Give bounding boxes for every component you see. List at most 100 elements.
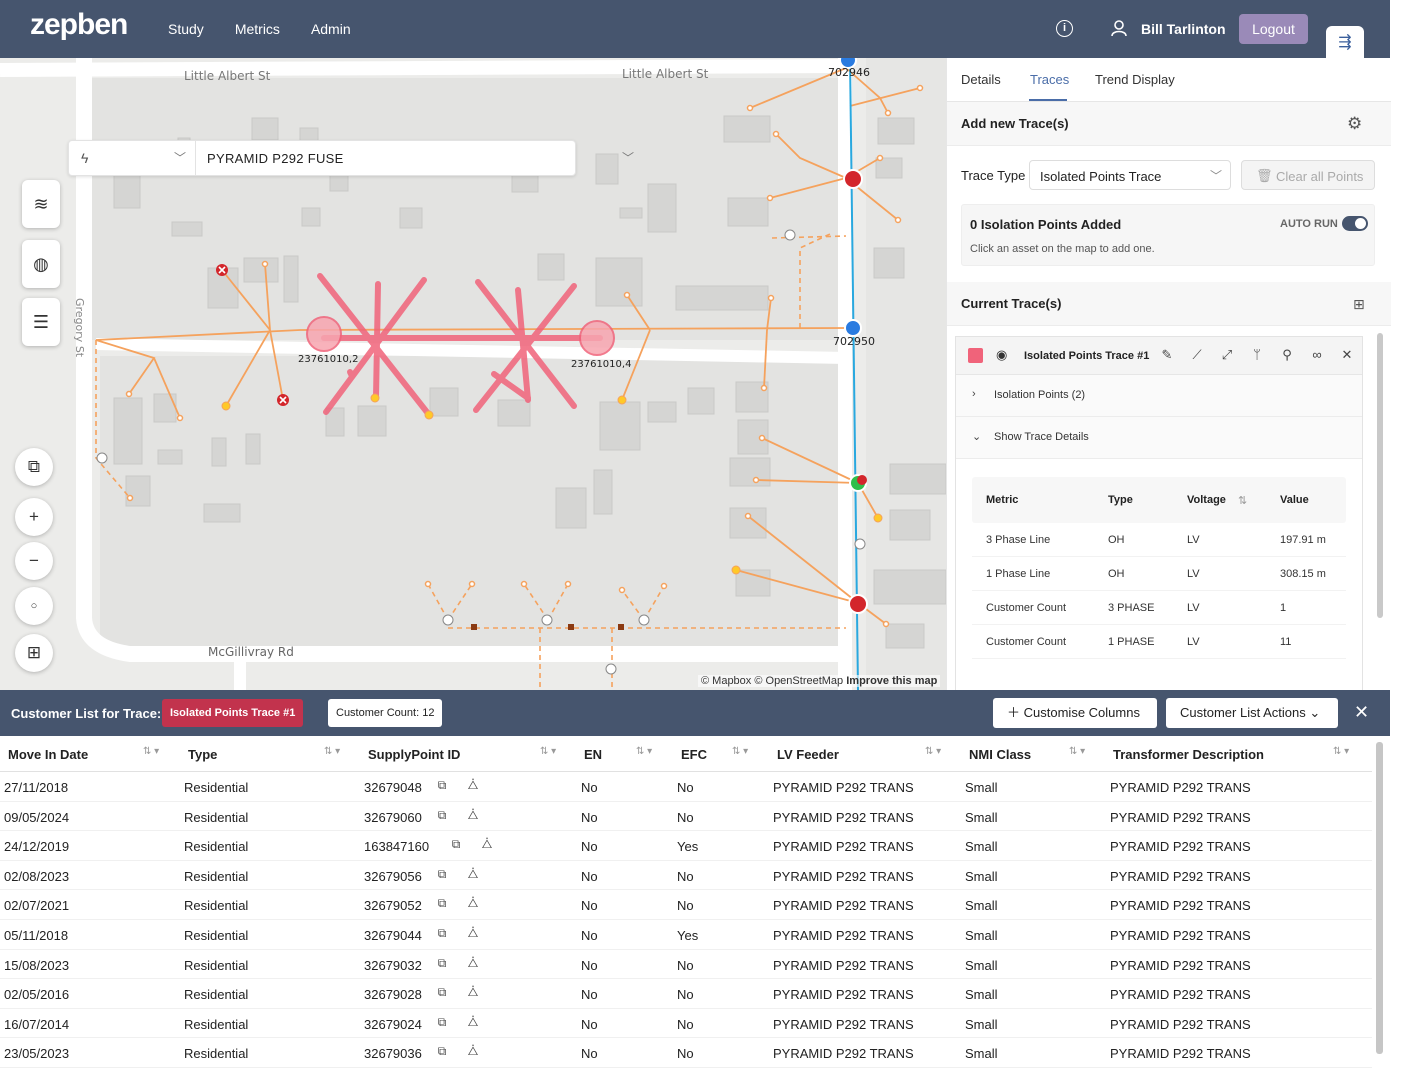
tab-details[interactable]: Details [961, 72, 1001, 87]
network-icon[interactable]: ⧊ [467, 778, 479, 792]
col-transformer-description[interactable]: Transformer Description [1113, 747, 1264, 762]
feeder-search-value[interactable]: PYRAMID P292 FUSE [207, 151, 344, 166]
panel-scrollbar[interactable] [1377, 333, 1383, 618]
palette-button[interactable]: ◍ [22, 240, 60, 288]
col-en[interactable]: EN [584, 747, 603, 762]
network-icon[interactable]: ⧊ [467, 1014, 479, 1029]
eye-icon[interactable]: ◉ [996, 347, 1008, 362]
tab-trend-display[interactable]: Trend Display [1095, 72, 1175, 87]
open-external-icon[interactable]: ⧉ [437, 896, 447, 911]
sort-icon[interactable]: ⇅ ▾ [143, 746, 160, 757]
table-row[interactable]: 23/05/2023 Residential 32679036 No No PYRAMID… [0, 1038, 1372, 1068]
open-external-icon[interactable]: ⧉ [437, 866, 447, 881]
table-row[interactable]: 02/05/2016 Residential 32679028 No No PYRAMID… [0, 979, 1372, 1009]
trace-type-select[interactable]: Isolated Points Trace ﹀ [1029, 160, 1231, 190]
col-type[interactable]: Type [188, 747, 218, 762]
logout-button[interactable]: Logout [1239, 14, 1308, 44]
tab-traces[interactable]: Traces [1030, 72, 1070, 87]
metrics-header-voltage[interactable]: Voltage [1187, 494, 1226, 506]
network-icon[interactable]: ⧊ [467, 866, 479, 881]
col-supplypoint-id[interactable]: SupplyPoint ID [368, 747, 461, 762]
col-nmi-class[interactable]: NMI Class [969, 747, 1032, 762]
open-external-icon[interactable]: ⧉ [437, 1044, 447, 1059]
layers-button[interactable]: ≋ [22, 180, 60, 228]
table-row[interactable]: 09/05/2024 Residential 32679060 No No PYRAMID… [0, 802, 1372, 832]
customer-list-actions-button[interactable]: Customer List Actions ⌄ [1166, 698, 1338, 728]
metrics-header-metric[interactable]: Metric [986, 494, 1019, 506]
user-search-icon[interactable]: ⚲ [1282, 347, 1292, 362]
info-icon[interactable]: i [1056, 20, 1073, 37]
col-efc[interactable]: EFC [681, 747, 707, 762]
close-icon[interactable]: ✕ [1354, 702, 1370, 722]
chevron-down-icon[interactable]: ﹀ [174, 151, 187, 165]
table-row[interactable]: 16/07/2014 Residential 32679024 No No PYRAMID… [0, 1009, 1372, 1039]
map-view[interactable]: Little Albert St Little Albert St McGill… [0, 58, 946, 690]
improve-map-link[interactable]: Improve this map [846, 675, 938, 687]
gear-icon[interactable]: ⚙ [1347, 114, 1363, 133]
nav-admin[interactable]: Admin [310, 21, 351, 37]
attribution-text[interactable]: © Mapbox © OpenStreetMap [701, 675, 844, 687]
isolation-points-accordion[interactable]: › Isolation Points (2) [956, 375, 1362, 417]
close-icon[interactable]: ✕ [1341, 347, 1353, 362]
open-external-icon[interactable]: ⧉ [451, 837, 461, 852]
network-icon[interactable]: ⧊ [467, 807, 479, 822]
network-icon[interactable]: ⧊ [467, 955, 479, 970]
open-external-icon[interactable]: ⧉ [437, 1014, 447, 1029]
edit-icon[interactable]: ✎ [1161, 347, 1173, 362]
nav-study[interactable]: Study [168, 21, 204, 37]
branch-icon[interactable]: ᛘ [1253, 347, 1261, 362]
trace-card: ◉ Isolated Points Trace #1 ✎ ⟋ ⤢ ᛘ ⚲ ∞ ✕… [955, 336, 1363, 690]
panel-toggle-icon[interactable]: ⇶ [1326, 26, 1364, 60]
map-canvas[interactable]: Little Albert St Little Albert St McGill… [0, 58, 946, 690]
open-external-icon[interactable]: ⧉ [437, 955, 447, 970]
table-row[interactable]: 24/12/2019 Residential 163847160 No Yes PYRAM… [0, 831, 1372, 861]
basket-icon[interactable]: ⊞ [1353, 296, 1365, 312]
sort-icon[interactable]: ⇅ ▾ [636, 746, 653, 757]
sort-icon[interactable]: ⇅ ▾ [1069, 746, 1086, 757]
bolt-icon[interactable]: ϟ [81, 150, 89, 166]
trace-color-swatch[interactable] [968, 348, 983, 363]
open-external-icon[interactable]: ⧉ [437, 985, 447, 1000]
network-icon[interactable]: ⧊ [481, 837, 493, 852]
table-row[interactable]: 05/11/2018 Residential 32679044 No Yes PYRAMI… [0, 920, 1372, 950]
network-icon[interactable]: ⧊ [467, 926, 479, 940]
table-row[interactable]: 27/11/2018 Residential 32679048 No No PYRAMID… [0, 772, 1372, 802]
trace-details-accordion[interactable]: ⌄ Show Trace Details [956, 417, 1362, 459]
network-icon[interactable]: ⧊ [467, 896, 479, 911]
clear-all-points-button[interactable]: 🗑 Clear all Points [1241, 160, 1375, 190]
feeder-search-box[interactable]: ϟ ﹀ PYRAMID P292 FUSE ﹀ [68, 140, 634, 176]
customise-columns-button[interactable]: ＋ Customise Columns [993, 698, 1157, 728]
col-lv-feeder[interactable]: LV Feeder [777, 747, 839, 762]
table-row[interactable]: 15/08/2023 Residential 32679032 No No PYRAMID… [0, 950, 1372, 980]
checklist-button[interactable]: ☰ [22, 298, 60, 346]
reset-view-button[interactable]: ○ [15, 587, 53, 625]
sort-icon[interactable]: ⇅ ▾ [540, 746, 557, 757]
open-external-icon[interactable]: ⧉ [437, 807, 447, 822]
table-scrollbar[interactable] [1376, 742, 1383, 1054]
sort-icon[interactable]: ⇅ ▾ [324, 746, 341, 757]
sort-icon[interactable]: ⇅ [1238, 495, 1248, 507]
metrics-header-type[interactable]: Type [1108, 494, 1133, 506]
metrics-header-value[interactable]: Value [1280, 494, 1309, 506]
link-icon[interactable]: ∞ [1312, 347, 1322, 362]
sort-icon[interactable]: ⇅ ▾ [1333, 746, 1350, 757]
basket-button[interactable]: ⊞ [15, 634, 53, 672]
chevron-down-icon[interactable]: ﹀ [622, 151, 635, 165]
network-icon[interactable]: ⧊ [467, 985, 479, 1000]
zoom-in-button[interactable]: + [15, 498, 53, 536]
network-icon[interactable]: ⧊ [467, 1044, 479, 1059]
open-external-icon[interactable]: ⧉ [437, 926, 447, 940]
sort-icon[interactable]: ⇅ ▾ [732, 746, 749, 757]
nav-metrics[interactable]: Metrics [234, 21, 280, 37]
zepben-logo[interactable]: zepben [30, 8, 128, 41]
network-view-button[interactable]: ⧉ [15, 448, 53, 486]
table-row[interactable]: 02/08/2023 Residential 32679056 No No PYRAMID… [0, 861, 1372, 891]
table-row[interactable]: 02/07/2021 Residential 32679052 No No PYRAMID… [0, 890, 1372, 920]
chart-icon[interactable]: ⟋ [1192, 347, 1202, 362]
col-move-in-date[interactable]: Move In Date [8, 747, 89, 762]
zoom-to-icon[interactable]: ⤢ [1221, 347, 1233, 362]
zoom-out-button[interactable]: − [15, 542, 53, 580]
sort-icon[interactable]: ⇅ ▾ [925, 746, 942, 757]
open-external-icon[interactable]: ⧉ [437, 778, 447, 792]
auto-run-toggle[interactable] [1342, 216, 1368, 231]
